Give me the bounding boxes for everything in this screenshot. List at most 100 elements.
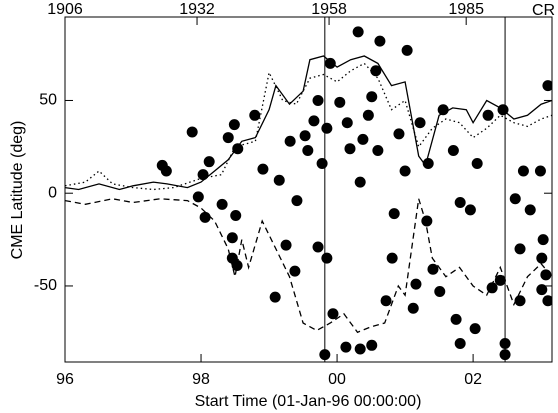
data-point [354,176,366,188]
data-point [454,196,466,208]
data-point [427,263,439,275]
data-point [366,339,378,351]
data-point [414,117,426,129]
line-dashed [65,198,552,334]
line-dotted [65,62,552,191]
data-point [344,143,356,155]
line-solid [65,55,552,191]
y-tick-label: 50 [39,92,57,109]
data-point [380,295,392,307]
data-point [434,286,446,298]
data-point [450,313,462,325]
data-point [537,234,549,246]
data-point [226,232,238,244]
x-tick-label: 02 [464,371,482,388]
data-point [192,191,204,203]
data-point [499,349,511,361]
data-point [401,44,413,56]
data-point [422,158,434,170]
data-point [514,295,526,307]
plot-frame [64,16,553,363]
data-point [321,252,333,264]
data-point [366,91,378,103]
data-point [199,211,211,223]
data-point [509,193,521,205]
data-point [386,252,398,264]
data-point [388,208,400,220]
data-point [216,198,228,210]
data-point [362,109,374,121]
data-point [534,165,546,177]
top-tick-label: 1985 [448,1,484,18]
data-point [514,243,526,255]
data-point [327,308,339,320]
data-point [354,343,366,355]
data-point [524,204,536,216]
data-point [232,143,244,155]
data-point [280,239,292,251]
x-axis-label: Start Time (01-Jan-96 00:00:00) [195,393,422,410]
top-tick-label: 1906 [47,1,83,18]
data-point [231,260,243,272]
data-point [410,278,422,290]
data-point [249,109,261,121]
data-point [482,109,494,121]
data-point [454,337,466,349]
data-point [228,119,240,131]
data-point [372,145,384,157]
data-point [230,209,242,221]
data-point [540,269,552,281]
y-axis-label: CME Latitude (deg) [9,121,26,260]
data-point [486,282,498,294]
data-point [517,165,529,177]
data-point [312,94,324,106]
data-point [319,349,331,361]
data-point [499,337,511,349]
x-tick-label: 00 [328,371,346,388]
data-point [302,145,314,157]
data-point [197,169,209,181]
x-tick-label: 96 [56,371,74,388]
top-tick-label: 1958 [311,1,347,18]
plot-area [65,17,552,362]
data-point [312,241,324,253]
data-point [160,165,172,177]
data-point [316,158,328,170]
data-point [393,128,405,140]
data-point [324,57,336,69]
data-point [334,96,346,108]
data-point [222,132,234,144]
data-point [321,122,333,134]
data-point [299,130,311,142]
data-point [308,115,320,127]
data-point [536,284,548,296]
y-tick-label: -50 [34,277,57,294]
data-point [357,133,369,145]
top-axis-label: CR [532,2,555,19]
data-point [494,274,506,286]
data-point [374,35,386,47]
data-point [273,174,285,186]
data-point [399,165,411,177]
y-tick-label: 0 [48,184,57,201]
data-point [542,80,552,92]
top-tick-label: 1932 [179,1,215,18]
data-point [536,252,548,264]
data-point [291,195,303,207]
data-point [469,323,481,335]
data-point [284,135,296,147]
data-point [186,126,198,138]
data-point [341,117,353,129]
data-point [464,204,476,216]
data-point [352,26,364,38]
data-point [257,163,269,175]
data-point [497,104,509,116]
data-point [269,291,281,303]
data-point [471,158,483,170]
data-point [421,215,433,227]
data-point [370,65,382,77]
data-point [447,145,459,157]
data-point [340,341,352,353]
